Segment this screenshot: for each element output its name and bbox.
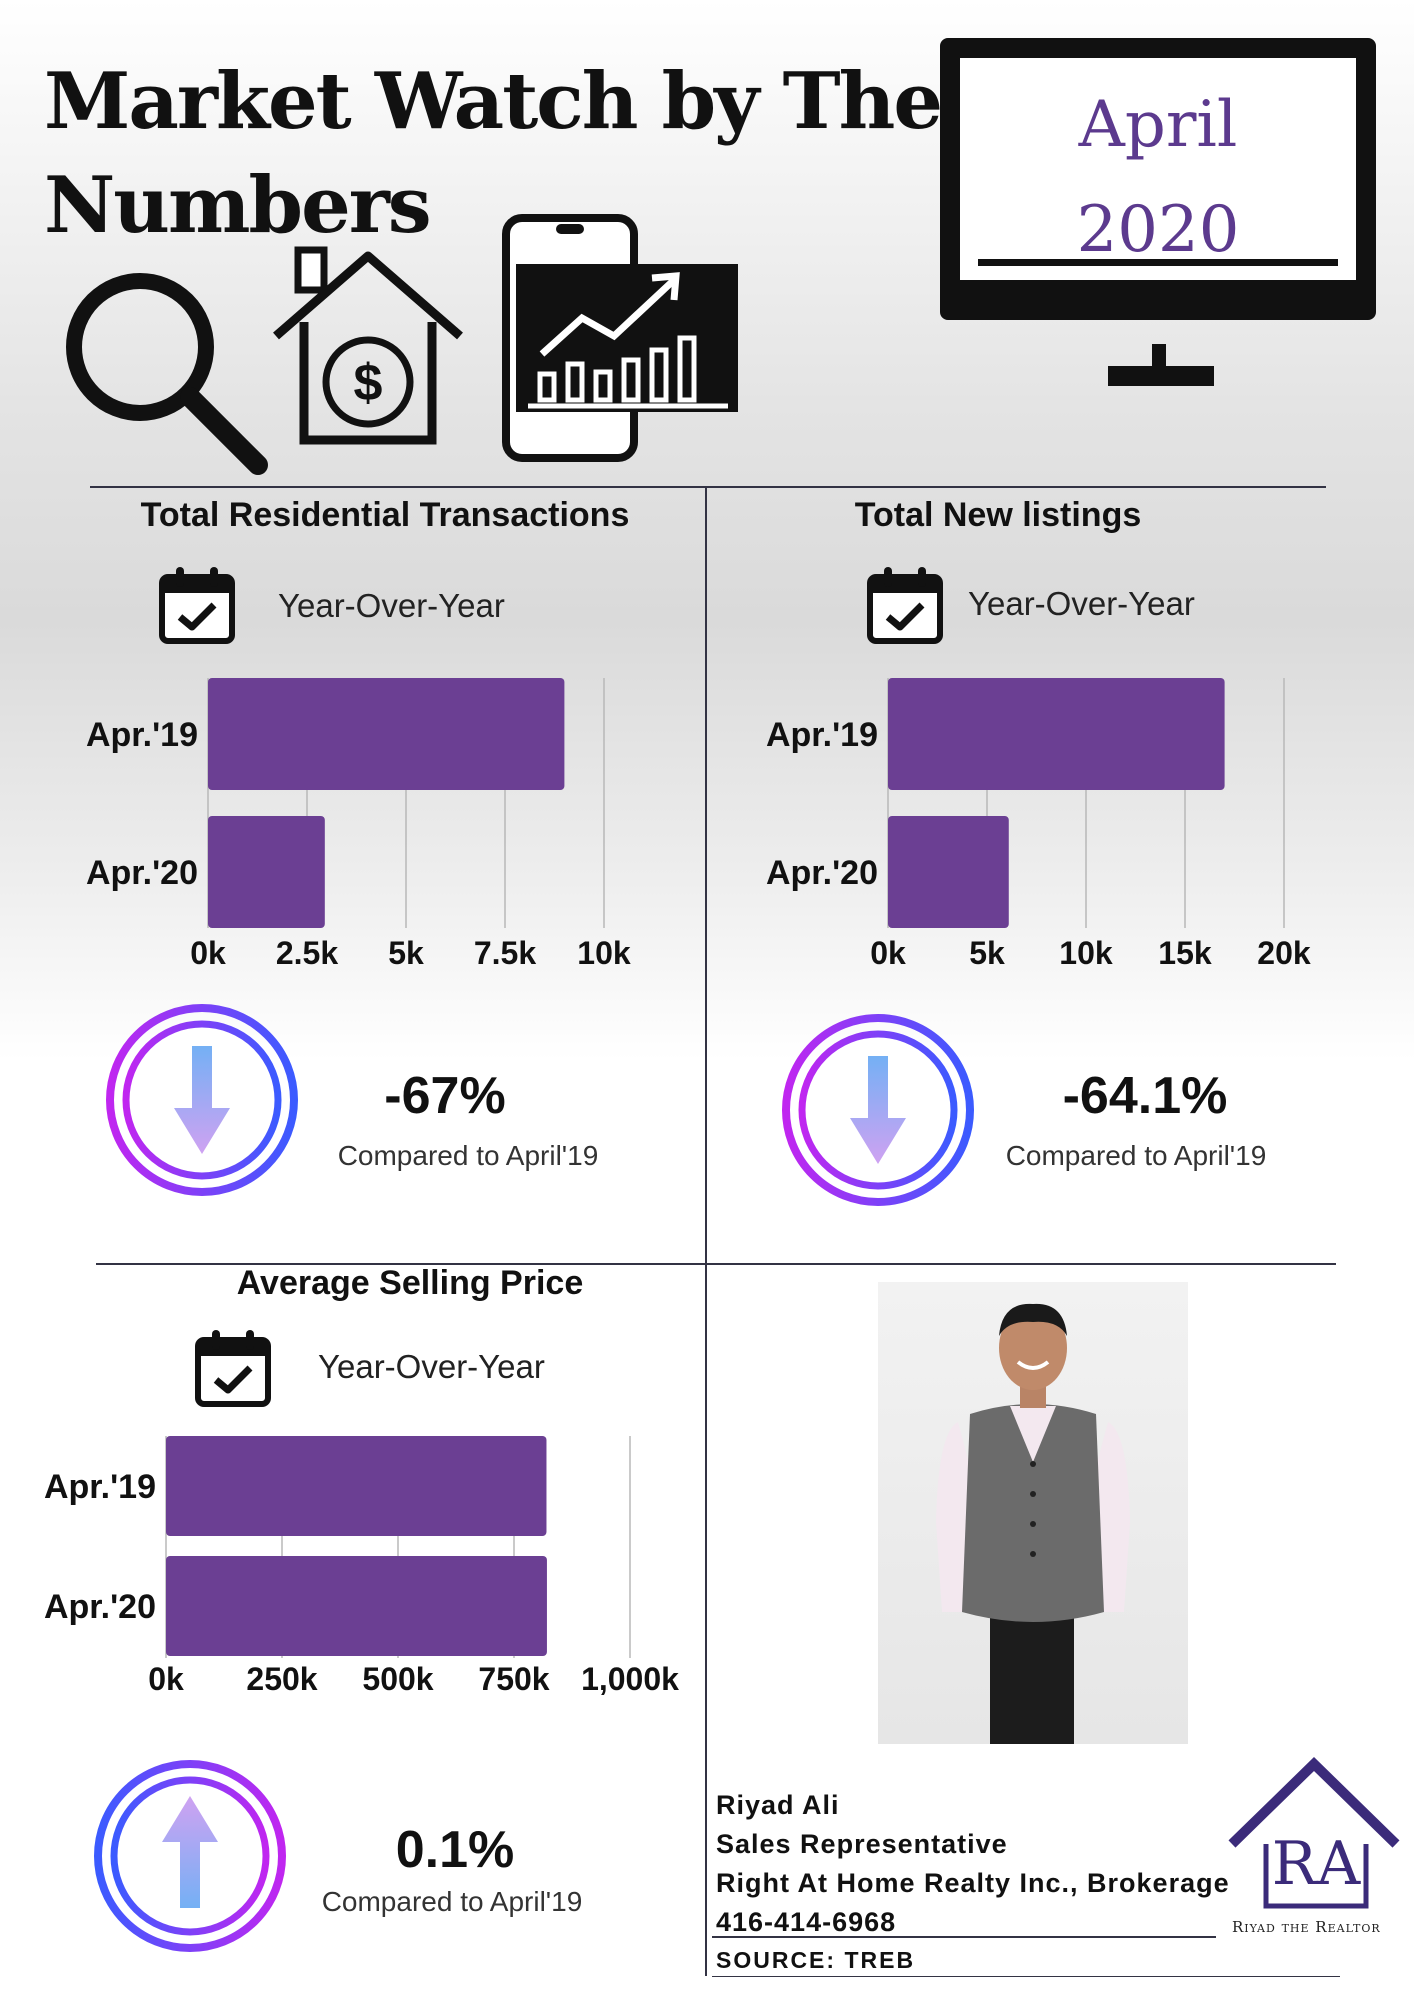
arrow-up-icon: [94, 1760, 286, 1952]
listings-yoy: Year-Over-Year: [968, 585, 1195, 622]
bar-0: [888, 678, 1225, 790]
tick-label: 0k: [148, 1661, 184, 1697]
tick-label: 5k: [969, 935, 1005, 971]
tick-label: 500k: [362, 1661, 433, 1697]
divider-bottom: [712, 1976, 1340, 1977]
bar-1: [888, 816, 1009, 928]
brand-logo-icon: RA: [1228, 1757, 1400, 1909]
title-line-1: Market Watch by The: [44, 56, 943, 147]
tick-label: 1,000k: [581, 1661, 679, 1697]
month-label: April: [1078, 88, 1238, 162]
divider-top: [90, 486, 1326, 488]
category-label: Apr.'19: [86, 716, 198, 754]
category-label: Apr.'20: [86, 854, 198, 892]
category-label: Apr.'19: [44, 1468, 156, 1506]
category-label: Apr.'20: [766, 854, 878, 892]
monitor-icon: April 2020: [940, 38, 1376, 320]
transactions-yoy: Year-Over-Year: [278, 587, 505, 624]
tick-label: 20k: [1257, 935, 1311, 971]
tick-label: 5k: [388, 935, 424, 971]
listings-compare: Compared to April'19: [1005, 1140, 1267, 1171]
price-title: Average Selling Price: [236, 1264, 584, 1302]
transactions-change: -67%: [384, 1067, 506, 1125]
source-label: SOURCE: TREB: [716, 1947, 916, 1973]
listings-change: -64.1%: [1062, 1067, 1228, 1125]
tick-label: 10k: [1059, 935, 1113, 971]
bar-0: [166, 1436, 547, 1536]
arrow-down-icon: [106, 1004, 298, 1196]
price-chart: Apr.'19 Apr.'20 0k 250k 500k 750k 1,000k: [44, 1436, 679, 1697]
agent-photo: [878, 1282, 1188, 1744]
divider-center: [705, 486, 707, 1976]
logo-caption: Riyad the Realtor: [1232, 1918, 1381, 1936]
agent-phone[interactable]: 416-414-6968: [716, 1907, 897, 1937]
tick-label: 0k: [870, 935, 906, 971]
agent-brokerage: Right At Home Realty Inc., Brokerage: [716, 1868, 1230, 1898]
logo-monogram: RA: [1272, 1829, 1361, 1899]
monitor-stand-neck: [1152, 344, 1166, 370]
tick-label: 0k: [190, 935, 226, 971]
calendar-check-icon: [159, 567, 235, 644]
calendar-check-icon: [867, 567, 943, 644]
agent-role: Sales Representative: [716, 1829, 1008, 1859]
tick-label: 10k: [577, 935, 631, 971]
arrow-down-icon: [782, 1014, 974, 1206]
svg-text:$: $: [354, 354, 383, 412]
magnifier-icon: [66, 273, 268, 475]
tick-label: 250k: [246, 1661, 317, 1697]
category-label: Apr.'20: [44, 1588, 156, 1626]
divider-middle: [96, 1263, 1336, 1265]
transactions-compare: Compared to April'19: [337, 1140, 599, 1171]
listings-title: Total New listings: [854, 496, 1142, 534]
contact-block: Riyad Ali Sales Representative Right At …: [716, 1786, 1230, 1942]
bar-0: [208, 678, 565, 790]
page-title: Market Watch by The Numbers: [44, 50, 944, 258]
transactions-chart: Apr.'19 Apr.'20 0k 2.5k 5k 7.5k 10k: [86, 678, 631, 971]
tick-label: 7.5k: [474, 935, 536, 971]
title-line-2: Numbers: [44, 160, 432, 251]
category-label: Apr.'19: [766, 716, 878, 754]
price-yoy: Year-Over-Year: [318, 1348, 545, 1385]
divider-contact: [712, 1936, 1216, 1938]
listings-chart: Apr.'19 Apr.'20 0k 5k 10k 15k 20k: [766, 678, 1311, 971]
transactions-title: Total Residential Transactions: [140, 496, 630, 534]
tick-label: 15k: [1158, 935, 1212, 971]
calendar-check-icon: [195, 1330, 271, 1407]
tick-label: 750k: [478, 1661, 549, 1697]
tick-label: 2.5k: [276, 935, 338, 971]
price-change: 0.1%: [395, 1821, 515, 1879]
bar-1: [208, 816, 325, 928]
agent-name: Riyad Ali: [716, 1790, 840, 1820]
phone-chart-icon: [502, 214, 738, 462]
house-dollar-icon: $: [273, 246, 463, 445]
price-compare: Compared to April'19: [321, 1886, 583, 1917]
year-label: 2020: [1076, 193, 1240, 267]
bar-1: [166, 1556, 547, 1656]
monitor-stand-foot: [1108, 366, 1214, 386]
